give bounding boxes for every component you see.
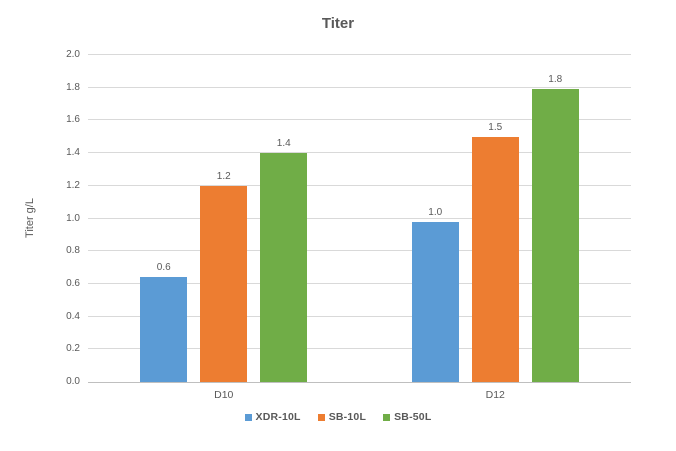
y-tick-label: 2.0 [66,49,80,60]
gridline [88,86,631,88]
data-label-SB-10L-D12: 1.5 [488,121,503,133]
legend: XDR-10L SB-10L SB-50L [0,411,676,423]
legend-marker-icon [317,413,325,421]
legend-item-XDR-10L: XDR-10L [244,411,301,423]
data-label-SB-50L-D10: 1.4 [276,138,291,150]
legend-label: XDR-10L [255,411,301,423]
plot-area: 0.6 1.2 1.4 1.0 1.5 1.8 [88,54,631,383]
y-tick-label: 0.2 [66,343,80,355]
x-tick-label-D12: D12 [485,389,505,401]
legend-item-SB-10L: SB-10L [317,411,367,423]
data-label-SB-10L-D10: 1.2 [216,170,231,182]
y-tick-label: 1.4 [66,147,80,159]
gridline [88,315,631,317]
chart-title: Titer [321,15,355,32]
data-label-XDR-10L-D12: 1.0 [428,206,443,218]
x-tick-label-D10: D10 [214,389,234,401]
y-tick-label: 1.8 [66,81,80,93]
gridline [88,348,631,350]
y-tick-label: 1.6 [66,114,80,126]
data-label-XDR-10L-D10: 0.6 [156,261,171,273]
gridline [88,152,631,154]
bar-SB-10L-D12 [471,136,519,382]
gridline [88,217,631,219]
gridline [88,282,631,284]
bar-SB-50L-D10 [260,153,308,382]
bar-XDR-10L-D10 [140,276,188,382]
legend-label: SB-50L [394,411,432,423]
bar-XDR-10L-D12 [411,221,459,382]
y-tick-label: 1.0 [66,212,80,224]
data-label-SB-50L-D12: 1.8 [548,73,563,85]
y-tick-label: 0.8 [66,245,80,257]
gridline [88,119,631,121]
y-tick-label: 0.4 [66,310,80,322]
y-tick-label: 0.6 [66,277,80,289]
legend-item-SB-50L: SB-50L [383,411,431,423]
gridline [88,250,631,252]
gridline [88,54,631,55]
legend-label: SB-10L [328,411,367,423]
bar-SB-10L-D10 [200,185,248,382]
x-axis-line [88,382,631,383]
y-tick-label: 0.0 [66,376,80,387]
legend-marker-icon [244,413,252,421]
gridline [88,184,631,186]
legend-marker-icon [383,413,391,421]
bar-SB-50L-D12 [531,88,579,382]
y-tick-label: 1.2 [66,179,80,191]
